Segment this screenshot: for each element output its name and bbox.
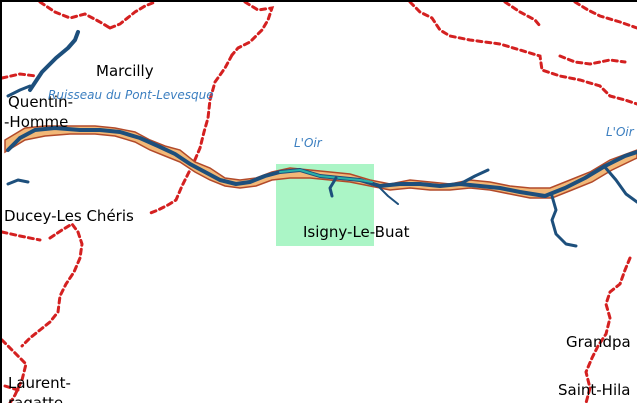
- place-label-grandparigny: Grandpa: [566, 333, 631, 351]
- place-label-saint-hilaire: Saint-Hila: [558, 381, 631, 399]
- place-label-laurent-cont: ragatte: [8, 394, 64, 403]
- place-label-isigny: Isigny-Le-Buat: [303, 223, 410, 241]
- water-label-oir-right: L'Oir: [606, 125, 634, 139]
- place-label-ducey: Ducey-Les Chéris: [4, 207, 134, 225]
- frame-left-border: [0, 0, 2, 403]
- place-label-quentin: Quentin-: [8, 93, 74, 111]
- river-network: [6, 30, 637, 248]
- water-label-ruisseau: Ruisseau du Pont-Levesque: [48, 88, 214, 102]
- frame-top-border: [0, 0, 637, 2]
- place-label-laurent: Laurent-: [8, 374, 71, 392]
- place-label-homme: -Homme: [4, 113, 69, 131]
- floodplain-zone: [4, 125, 637, 199]
- place-label-marcilly: Marcilly: [96, 62, 154, 80]
- water-label-oir-center: L'Oir: [294, 136, 322, 150]
